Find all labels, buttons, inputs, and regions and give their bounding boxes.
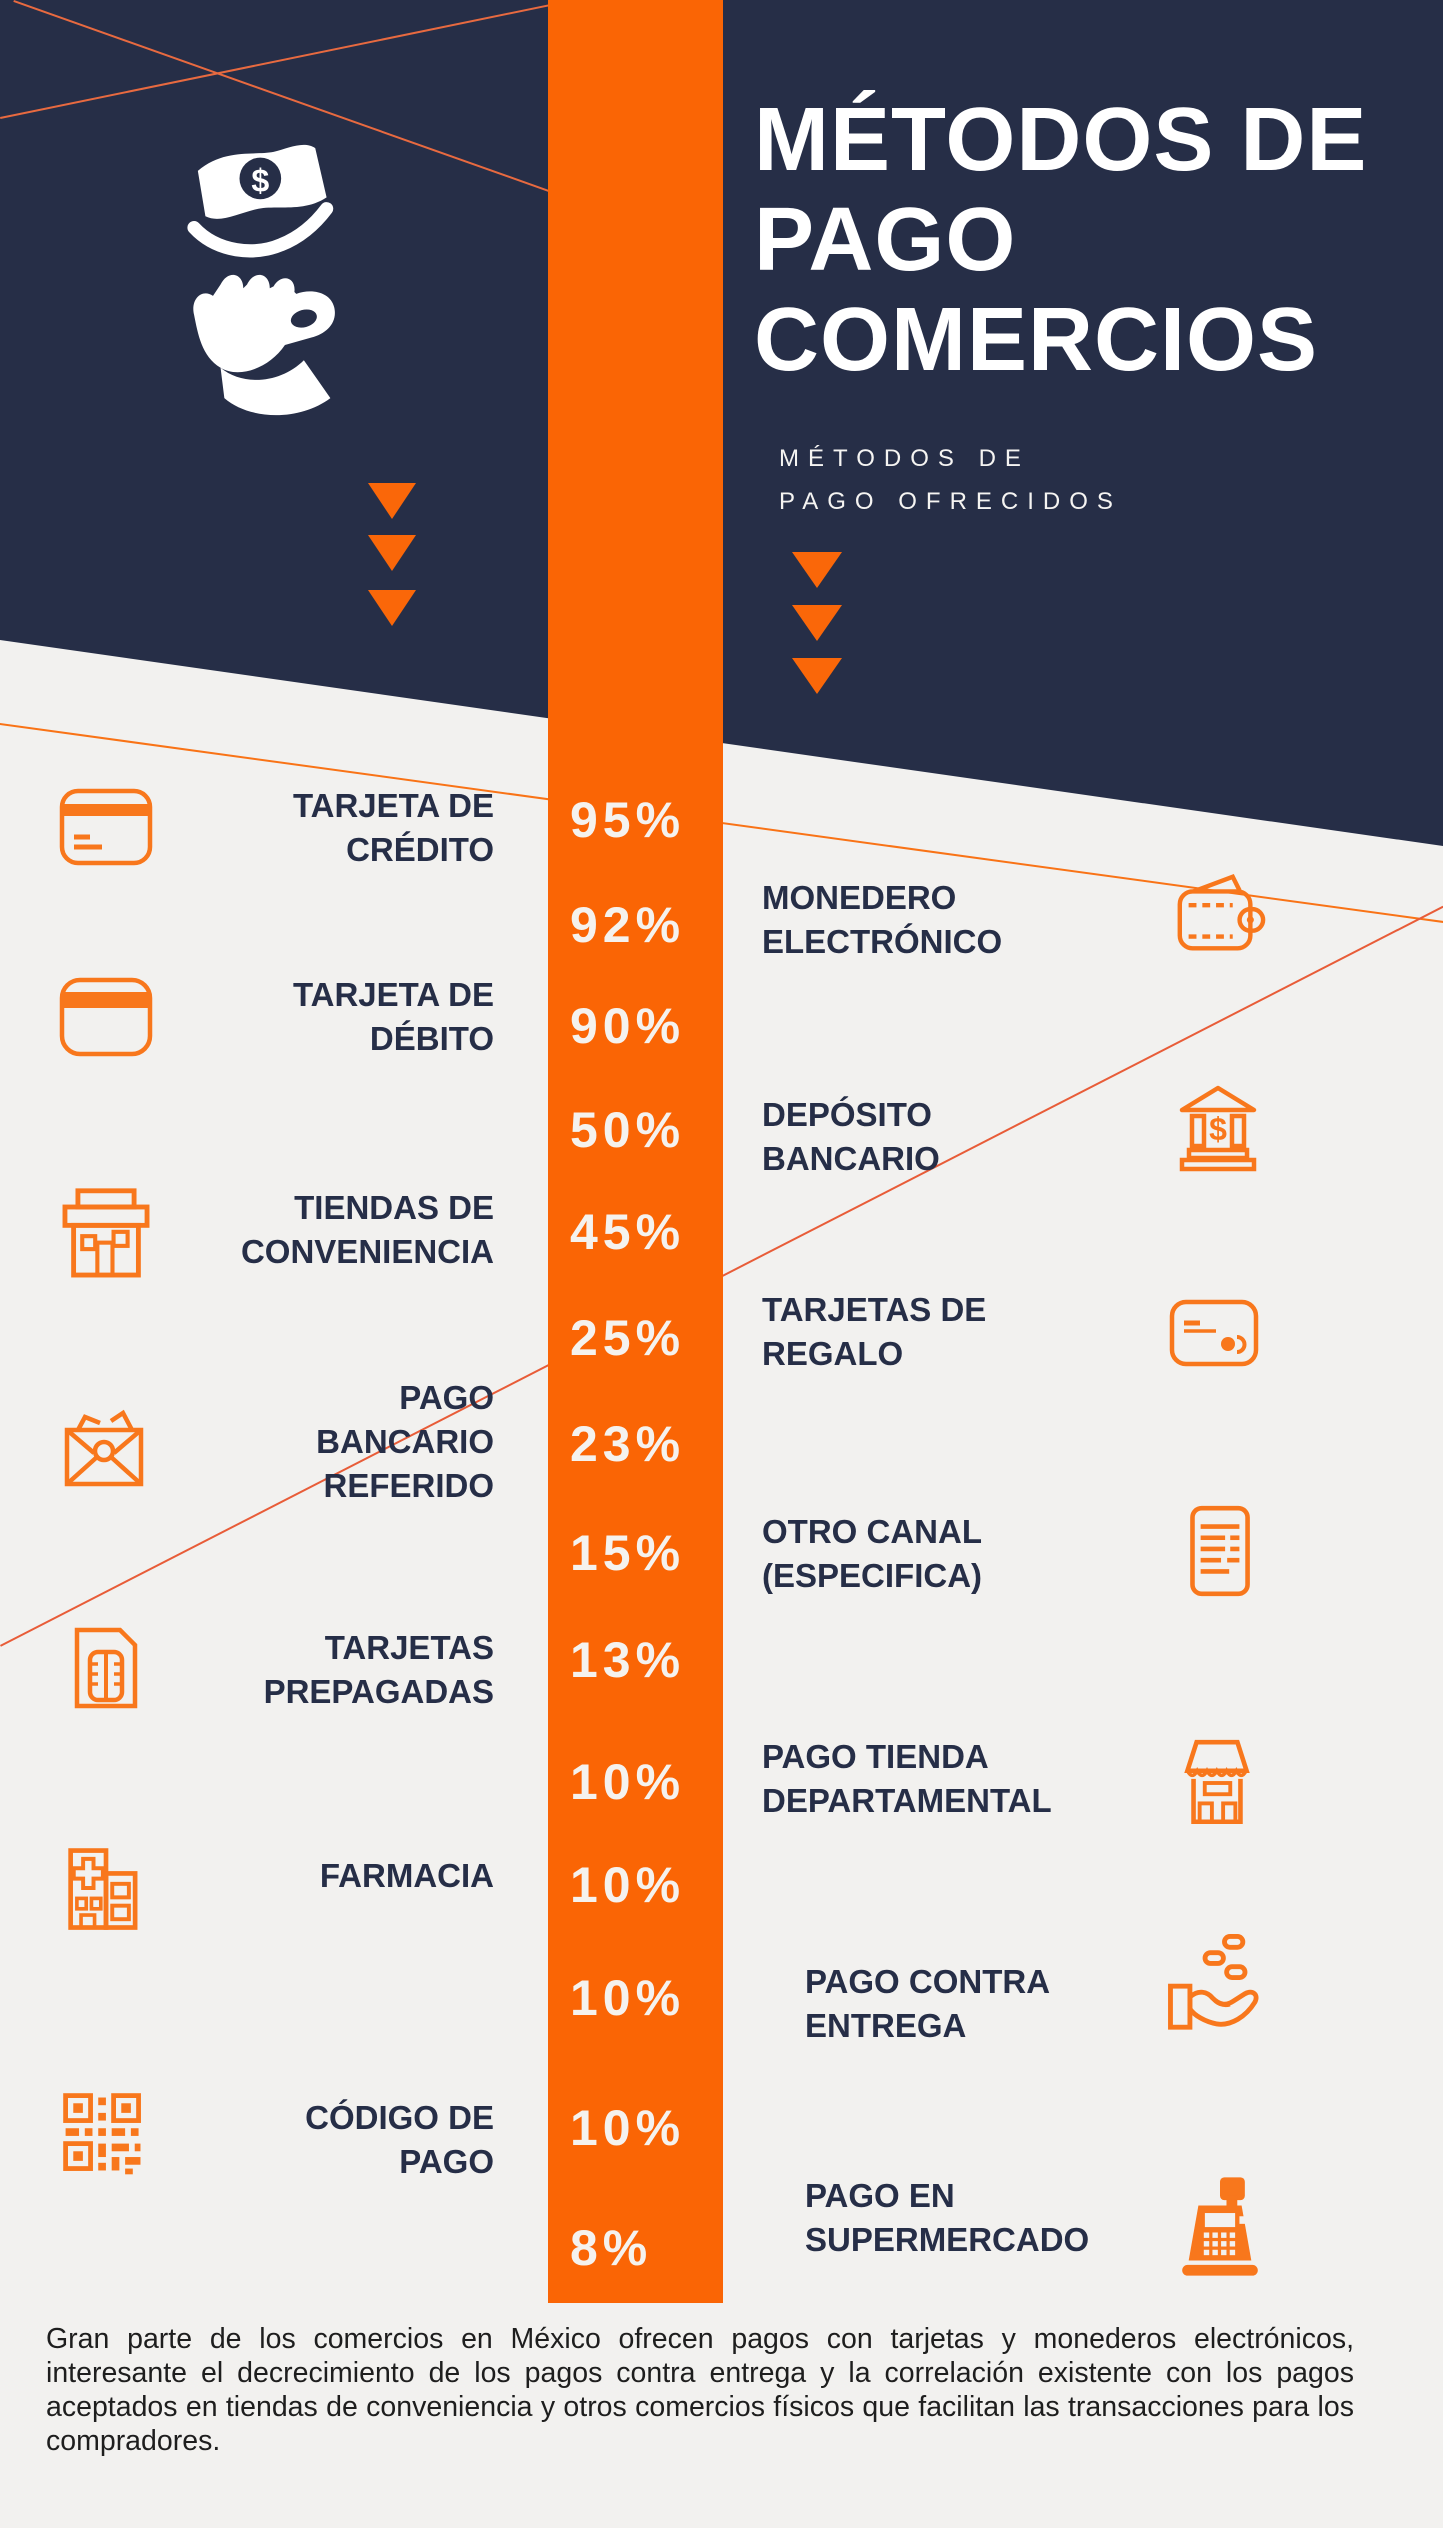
chevron-down-icon — [368, 535, 416, 571]
percent-column-stripe — [548, 0, 723, 2303]
method-label: PAGO EN SUPERMERCADO — [805, 2174, 1089, 2262]
page-subtitle-line: MÉTODOS DE — [779, 445, 1030, 472]
method-label-line: PAGO — [399, 2143, 494, 2180]
percent-value: 23% — [570, 1416, 686, 1472]
percent-value: 10% — [570, 1857, 686, 1913]
chevron-down-icon — [792, 605, 842, 641]
wallet-icon — [1170, 866, 1268, 964]
method-label-line: PAGO — [399, 1379, 494, 1416]
method-label: OTRO CANAL (ESPECIFICA) — [762, 1510, 982, 1598]
method-label: TIENDAS DE CONVENIENCIA — [241, 1186, 494, 1274]
method-label-line: TARJETA DE — [292, 787, 494, 824]
page-title-line: COMERCIOS — [754, 290, 1319, 390]
document-icon — [1168, 1500, 1270, 1602]
page-title: MÉTODOS DE PAGO COMERCIOS — [754, 90, 1434, 390]
method-label-line: PAGO EN — [805, 2177, 955, 2214]
method-label: DEPÓSITO BANCARIO — [762, 1093, 940, 1181]
pharmacy-icon — [54, 1836, 158, 1940]
method-label: MONEDERO ELECTRÓNICO — [762, 876, 1002, 964]
cash-register-icon — [1166, 2172, 1274, 2280]
gift-card-icon — [1164, 1282, 1264, 1382]
method-label-line: REGALO — [762, 1335, 904, 1372]
method-label-line: CÓDIGO DE — [305, 2099, 494, 2136]
method-label-line: TARJETA DE — [292, 976, 494, 1013]
page-subtitle-line: PAGO OFRECIDOS — [779, 488, 1122, 515]
method-label: PAGO CONTRA ENTREGA — [805, 1960, 1050, 2048]
method-label-line: ENTREGA — [805, 2007, 967, 2044]
department-store-icon — [1166, 1732, 1268, 1834]
method-label-line: DÉBITO — [369, 1020, 494, 1057]
percent-value: 10% — [570, 1970, 686, 2026]
svg-text:$: $ — [1209, 1111, 1227, 1147]
method-label-line: FARMACIA — [319, 1857, 494, 1894]
method-label-line: BANCARIO — [316, 1423, 494, 1460]
credit-card-icon — [56, 777, 156, 877]
percent-value: 92% — [570, 897, 686, 953]
percent-value: 50% — [570, 1102, 686, 1158]
method-label: FARMACIA — [320, 1854, 494, 1898]
method-label: TARJETA DE DÉBITO — [293, 973, 494, 1061]
method-label-line: TIENDAS DE — [294, 1189, 494, 1226]
method-label-line: DEPARTAMENTAL — [762, 1782, 1052, 1819]
method-label: CÓDIGO DE PAGO — [305, 2096, 494, 2184]
method-label-line: SUPERMERCADO — [805, 2221, 1090, 2258]
footer-paragraph: Gran parte de los comercios en México of… — [46, 2323, 1354, 2457]
bank-icon: $ — [1168, 1076, 1268, 1176]
method-label-line: DEPÓSITO — [762, 1096, 932, 1133]
percent-value: 13% — [570, 1632, 686, 1688]
svg-text:$: $ — [251, 163, 269, 199]
method-label-line: OTRO CANAL — [762, 1513, 982, 1550]
page-subtitle: MÉTODOS DE PAGO OFRECIDOS — [779, 437, 1122, 523]
payment-envelope-icon — [54, 1400, 154, 1500]
chevron-down-icon — [792, 658, 842, 694]
method-label-line: (ESPECIFICA) — [762, 1557, 983, 1594]
method-label-line: MONEDERO — [762, 879, 957, 916]
qr-code-icon — [56, 2086, 152, 2182]
percent-value: 90% — [570, 998, 686, 1054]
chevron-down-icon — [792, 552, 842, 588]
hand-coins-icon — [1164, 1930, 1272, 2038]
convenience-store-icon — [52, 1180, 160, 1288]
method-label: PAGO TIENDA DEPARTAMENTAL — [762, 1735, 1052, 1823]
method-label: TARJETAS DE REGALO — [762, 1288, 986, 1376]
prepaid-card-icon — [56, 1618, 156, 1718]
method-label-line: REFERIDO — [323, 1467, 494, 1504]
method-label-line: TARJETAS — [324, 1629, 494, 1666]
percent-value: 15% — [570, 1525, 686, 1581]
method-label-line: PREPAGADAS — [263, 1673, 494, 1710]
method-label-line: ELECTRÓNICO — [762, 923, 1003, 960]
percent-value: 8% — [570, 2220, 653, 2276]
chevron-down-icon — [368, 590, 416, 626]
hand-receiving-money-icon: $ — [168, 133, 364, 417]
page-title-line: PAGO — [754, 190, 1017, 290]
method-label-line: CRÉDITO — [346, 831, 494, 868]
method-label: TARJETA DE CRÉDITO — [293, 784, 494, 872]
debit-card-icon — [56, 966, 156, 1066]
percent-value: 10% — [570, 1754, 686, 1810]
method-label-line: PAGO TIENDA — [762, 1738, 989, 1775]
page-title-line: MÉTODOS DE — [754, 90, 1368, 190]
percent-value: 25% — [570, 1310, 686, 1366]
method-label-line: TARJETAS DE — [762, 1291, 987, 1328]
percent-value: 95% — [570, 792, 686, 848]
method-label-line: BANCARIO — [762, 1140, 940, 1177]
method-label-line: CONVENIENCIA — [240, 1233, 494, 1270]
method-label: TARJETAS PREPAGADAS — [264, 1626, 494, 1714]
percent-value: 45% — [570, 1204, 686, 1260]
chevron-down-icon — [368, 483, 416, 519]
method-label: PAGO BANCARIO REFERIDO — [316, 1376, 494, 1508]
method-label-line: PAGO CONTRA — [805, 1963, 1051, 2000]
percent-value: 10% — [570, 2100, 686, 2156]
